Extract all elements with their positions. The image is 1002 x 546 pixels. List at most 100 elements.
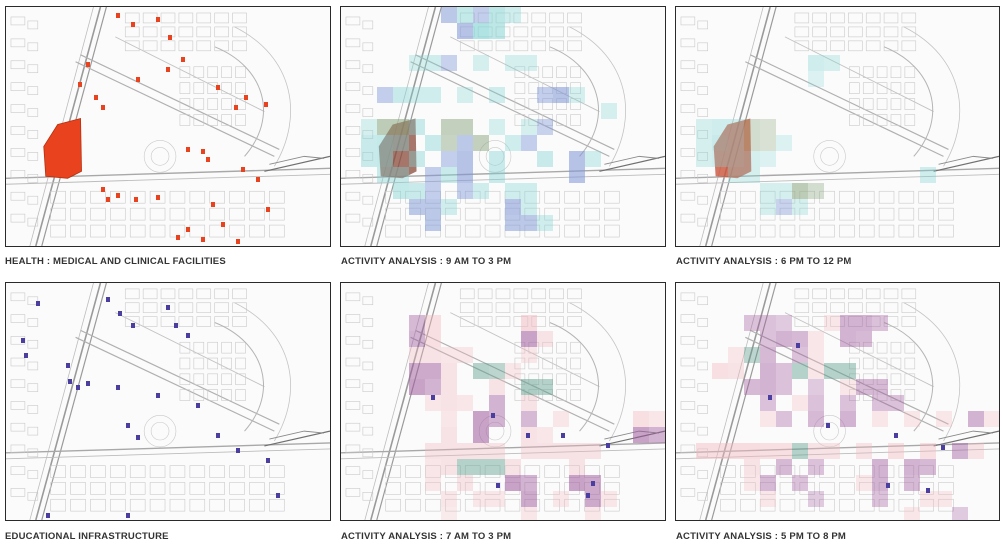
activity-grid-cell — [792, 183, 808, 199]
clinic-marker — [186, 227, 190, 232]
activity-grid-cell — [521, 215, 537, 231]
clinic-marker — [206, 157, 210, 162]
activity-grid-cell — [776, 183, 792, 199]
activity-grid-cell — [904, 507, 920, 520]
map-panel-activity-9am-3pm — [340, 6, 666, 247]
clinic-marker — [86, 62, 90, 67]
activity-grid-cell — [425, 199, 441, 215]
activity-grid-cell — [489, 7, 505, 23]
map-panel-activity-7am-3pm — [340, 282, 666, 521]
activity-grid-cell — [425, 443, 441, 459]
activity-grid-cell — [473, 443, 489, 459]
activity-grid-cell — [457, 23, 473, 39]
caption-health: HEALTH : MEDICAL AND CLINICAL FACILITIES — [5, 256, 226, 267]
activity-grid-cell — [760, 135, 776, 151]
activity-grid-cell — [601, 103, 617, 119]
clinic-marker — [211, 202, 215, 207]
hospital-site-area — [713, 118, 752, 179]
activity-grid-cell — [968, 443, 984, 459]
activity-grid-cell — [521, 411, 537, 427]
school-marker — [116, 385, 120, 390]
activity-grid-cell — [393, 167, 409, 183]
activity-grid-cell — [760, 379, 776, 395]
activity-grid-cell — [457, 395, 473, 411]
activity-grid-cell — [441, 363, 457, 379]
activity-grid-cell — [904, 475, 920, 491]
activity-grid-cell — [537, 443, 553, 459]
base-map — [676, 283, 999, 520]
activity-grid-cell — [760, 491, 776, 507]
school-marker — [886, 483, 890, 488]
activity-grid-cell — [441, 119, 457, 135]
activity-grid-cell — [521, 183, 537, 199]
activity-grid-cell — [521, 331, 537, 347]
activity-grid-cell — [744, 347, 760, 363]
activity-grid-cell — [696, 443, 712, 459]
activity-grid-cell — [537, 119, 553, 135]
clinic-marker — [221, 222, 225, 227]
activity-grid-cell — [569, 167, 585, 183]
activity-grid-cell — [425, 87, 441, 103]
school-marker — [136, 435, 140, 440]
activity-grid-cell — [760, 183, 776, 199]
activity-grid-cell — [473, 459, 489, 475]
activity-grid-cell — [712, 443, 728, 459]
school-marker — [126, 423, 130, 428]
activity-grid-cell — [808, 443, 824, 459]
clinic-marker — [78, 82, 82, 87]
school-marker — [156, 393, 160, 398]
map-panel-health — [5, 6, 331, 247]
activity-grid-cell — [840, 395, 856, 411]
activity-grid-cell — [473, 411, 489, 427]
activity-grid-cell — [409, 183, 425, 199]
activity-grid-cell — [840, 411, 856, 427]
activity-grid-cell — [856, 443, 872, 459]
activity-grid-cell — [441, 347, 457, 363]
activity-grid-cell — [377, 119, 393, 135]
activity-grid-cell — [361, 135, 377, 151]
activity-grid-cell — [792, 347, 808, 363]
activity-grid-cell — [521, 347, 537, 363]
activity-grid-cell — [521, 135, 537, 151]
clinic-marker — [166, 67, 170, 72]
activity-grid-cell — [744, 459, 760, 475]
activity-grid-cell — [712, 135, 728, 151]
activity-grid-cell — [425, 475, 441, 491]
activity-grid-cell — [521, 55, 537, 71]
clinic-marker — [134, 197, 138, 202]
activity-grid-cell — [425, 331, 441, 347]
activity-grid-cell — [569, 475, 585, 491]
clinic-marker — [216, 85, 220, 90]
activity-grid-cell — [760, 315, 776, 331]
activity-grid-cell — [840, 379, 856, 395]
activity-grid-cell — [521, 199, 537, 215]
activity-grid-cell — [441, 491, 457, 507]
map-panel-activity-5pm-8pm — [675, 282, 1000, 521]
activity-grid-cell — [409, 151, 425, 167]
activity-grid-cell — [537, 215, 553, 231]
activity-grid-cell — [856, 331, 872, 347]
school-marker — [266, 458, 270, 463]
activity-grid-cell — [473, 55, 489, 71]
activity-grid-cell — [712, 363, 728, 379]
activity-grid-cell — [441, 427, 457, 443]
school-marker — [491, 413, 495, 418]
activity-grid-cell — [840, 315, 856, 331]
activity-grid-cell — [601, 491, 617, 507]
clinic-marker — [106, 197, 110, 202]
activity-grid-cell — [441, 379, 457, 395]
activity-grid-cell — [728, 151, 744, 167]
clinic-marker — [101, 187, 105, 192]
school-marker — [86, 381, 90, 386]
activity-grid-cell — [872, 475, 888, 491]
school-marker — [21, 338, 25, 343]
activity-grid-cell — [441, 135, 457, 151]
clinic-marker — [131, 22, 135, 27]
school-marker — [118, 311, 122, 316]
activity-grid-cell — [457, 475, 473, 491]
activity-grid-cell — [505, 135, 521, 151]
clinic-marker — [266, 207, 270, 212]
activity-grid-cell — [473, 363, 489, 379]
activity-grid-cell — [489, 87, 505, 103]
activity-grid-cell — [489, 379, 505, 395]
